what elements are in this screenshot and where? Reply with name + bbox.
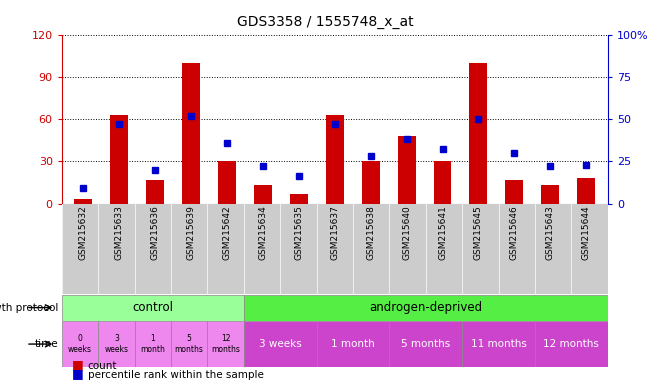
Text: 3 weeks: 3 weeks bbox=[259, 339, 302, 349]
Bar bbox=[398, 136, 415, 204]
Bar bbox=[218, 161, 236, 204]
Text: GSM215633: GSM215633 bbox=[114, 205, 124, 260]
Text: GSM215639: GSM215639 bbox=[187, 205, 196, 260]
Bar bbox=[577, 178, 595, 204]
Text: GSM215638: GSM215638 bbox=[366, 205, 375, 260]
FancyBboxPatch shape bbox=[62, 204, 608, 294]
Text: GSM215643: GSM215643 bbox=[546, 205, 555, 260]
Text: GSM215645: GSM215645 bbox=[474, 205, 483, 260]
FancyBboxPatch shape bbox=[62, 295, 244, 321]
FancyBboxPatch shape bbox=[135, 321, 171, 367]
Bar bbox=[111, 115, 128, 204]
Text: GSM215637: GSM215637 bbox=[330, 205, 339, 260]
Text: GSM215635: GSM215635 bbox=[294, 205, 304, 260]
Text: GSM215634: GSM215634 bbox=[259, 205, 267, 260]
FancyBboxPatch shape bbox=[207, 321, 244, 367]
FancyBboxPatch shape bbox=[462, 321, 535, 367]
Text: 3
weeks: 3 weeks bbox=[105, 334, 128, 354]
Text: ■: ■ bbox=[72, 358, 83, 371]
Text: GSM215636: GSM215636 bbox=[151, 205, 160, 260]
FancyBboxPatch shape bbox=[317, 321, 389, 367]
Text: GSM215644: GSM215644 bbox=[582, 205, 591, 260]
Text: androgen-deprived: androgen-deprived bbox=[369, 301, 482, 314]
Text: GSM215642: GSM215642 bbox=[222, 205, 231, 260]
Text: 1 month: 1 month bbox=[331, 339, 375, 349]
FancyBboxPatch shape bbox=[62, 321, 98, 367]
Text: 11 months: 11 months bbox=[471, 339, 526, 349]
Text: 1
month: 1 month bbox=[140, 334, 165, 354]
Bar bbox=[290, 194, 308, 204]
Text: ■: ■ bbox=[72, 367, 83, 380]
Text: growth protocol: growth protocol bbox=[0, 303, 58, 313]
Text: 0
weeks: 0 weeks bbox=[68, 334, 92, 354]
Text: GSM215632: GSM215632 bbox=[79, 205, 88, 260]
Text: GSM215646: GSM215646 bbox=[510, 205, 519, 260]
Text: 12
months: 12 months bbox=[211, 334, 240, 354]
Bar bbox=[541, 185, 559, 204]
Bar bbox=[506, 180, 523, 204]
Bar bbox=[326, 115, 344, 204]
Bar bbox=[146, 180, 164, 204]
FancyBboxPatch shape bbox=[244, 295, 608, 321]
Bar bbox=[74, 199, 92, 204]
Bar bbox=[469, 63, 488, 204]
Bar bbox=[361, 161, 380, 204]
Bar bbox=[254, 185, 272, 204]
Bar bbox=[434, 161, 452, 204]
FancyBboxPatch shape bbox=[244, 321, 317, 367]
Bar bbox=[182, 63, 200, 204]
Text: 12 months: 12 months bbox=[543, 339, 599, 349]
FancyBboxPatch shape bbox=[98, 321, 135, 367]
Text: count: count bbox=[88, 361, 117, 371]
Text: 5
months: 5 months bbox=[175, 334, 203, 354]
Text: percentile rank within the sample: percentile rank within the sample bbox=[88, 370, 264, 380]
Text: control: control bbox=[132, 301, 174, 314]
Text: time: time bbox=[35, 339, 58, 349]
FancyBboxPatch shape bbox=[389, 321, 462, 367]
FancyBboxPatch shape bbox=[171, 321, 207, 367]
FancyBboxPatch shape bbox=[535, 321, 608, 367]
Text: GSM215641: GSM215641 bbox=[438, 205, 447, 260]
Text: GSM215640: GSM215640 bbox=[402, 205, 411, 260]
Text: 5 months: 5 months bbox=[401, 339, 450, 349]
Text: GDS3358 / 1555748_x_at: GDS3358 / 1555748_x_at bbox=[237, 15, 413, 29]
